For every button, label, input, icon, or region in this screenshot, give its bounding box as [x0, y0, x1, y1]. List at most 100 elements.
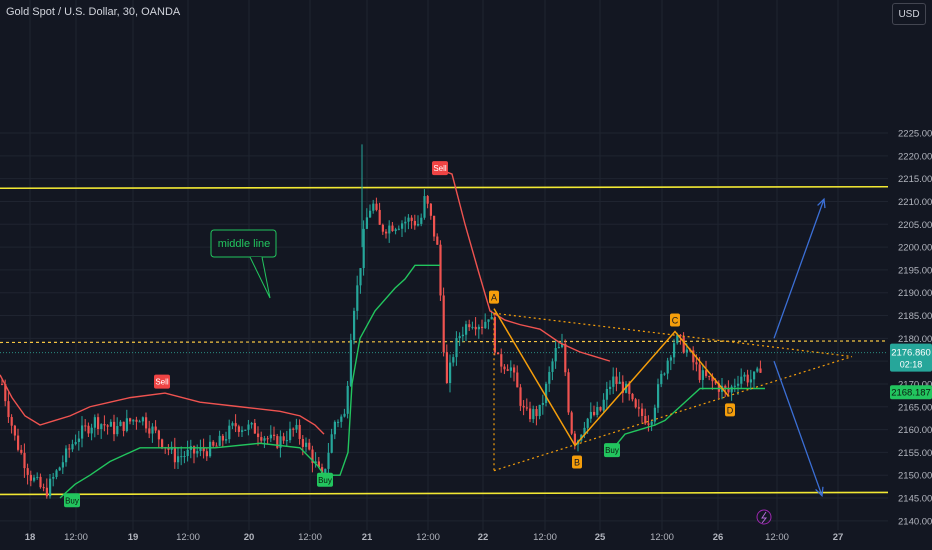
candle-body	[202, 447, 205, 452]
support-price-badge	[890, 385, 932, 400]
currency-button[interactable]: USD	[892, 3, 926, 25]
buy-trail-line	[59, 264, 440, 499]
candle-body	[458, 336, 461, 339]
candle-body	[413, 220, 416, 226]
x-tick-label: 20	[244, 532, 255, 543]
candle-body	[567, 372, 570, 413]
candle-body	[522, 405, 525, 408]
candle-body	[250, 422, 253, 425]
candle-body	[4, 384, 7, 402]
candle-body	[29, 474, 32, 481]
lightning-icon-bolt	[761, 511, 768, 524]
y-tick-label: 2220.000	[898, 151, 932, 162]
candle-body	[324, 468, 327, 475]
candle-body	[157, 430, 160, 440]
x-tick-label: 26	[713, 532, 724, 543]
candle-body	[148, 428, 151, 434]
candle-body	[593, 411, 596, 415]
candle-body	[292, 428, 295, 430]
candle-body	[410, 217, 413, 221]
time-axis[interactable]: 18 12:00 19 12:00 20 12:00 21 12:00 22 12:00 25 12:…	[25, 532, 844, 543]
candle-body	[378, 209, 381, 225]
candle-body	[573, 433, 576, 445]
buy-signal-badge	[64, 493, 80, 508]
candle-body	[394, 229, 397, 232]
y-tick-label: 2210.000	[898, 197, 932, 208]
candle-body	[349, 339, 352, 386]
sell-signal-badge	[432, 161, 448, 176]
y-tick-label: 2215.000	[898, 174, 932, 185]
candle-body	[100, 424, 103, 430]
x-tick-label: 27	[833, 532, 844, 543]
current-price-badge	[890, 343, 932, 372]
candle-body	[727, 388, 730, 393]
candle-body	[471, 326, 474, 328]
candle-body	[676, 334, 679, 344]
x-tick-label: 25	[595, 532, 606, 543]
candle-body	[682, 336, 685, 353]
pattern-point-a-label: A	[491, 293, 497, 303]
candle-body	[701, 370, 704, 380]
pattern-point-c-label: C	[672, 315, 679, 325]
candle-body	[557, 347, 560, 349]
candle-body	[212, 441, 215, 446]
candle-body	[692, 350, 695, 363]
candle-body	[301, 438, 304, 447]
candle-body	[724, 385, 727, 389]
candle-body	[305, 442, 308, 447]
candle-body	[500, 354, 503, 367]
candle-body	[535, 409, 538, 417]
candle-body	[257, 433, 260, 438]
candle-body	[461, 334, 464, 337]
candle-body	[714, 381, 717, 384]
candle-body	[125, 418, 128, 431]
candle-body	[618, 381, 621, 384]
candle-body	[631, 393, 634, 400]
candle-body	[538, 404, 541, 417]
candle-body	[71, 444, 74, 450]
candle-body	[282, 436, 285, 441]
candle-body	[519, 387, 522, 406]
candle-body	[234, 423, 237, 427]
candle-body	[209, 441, 212, 457]
y-tick-label: 2140.000	[898, 516, 932, 527]
sell-signal-label: Sell	[155, 378, 169, 387]
down-projection-arrow	[773, 360, 823, 496]
candle-body	[621, 381, 624, 393]
y-tick-label: 2165.000	[898, 402, 932, 413]
pattern-point-d-label: D	[727, 405, 734, 415]
candle-body	[445, 352, 448, 384]
candle-body	[26, 468, 29, 475]
buy-signal-label: Buy	[318, 476, 332, 485]
candle-body	[708, 375, 711, 377]
candle-body	[743, 374, 746, 377]
candle-body	[404, 221, 407, 224]
candle-body	[541, 402, 544, 405]
y-tick-label: 2150.000	[898, 471, 932, 482]
candle-body	[13, 425, 16, 436]
callout-pointer	[249, 256, 271, 299]
abcd-pattern: A B C D	[489, 290, 853, 472]
candle-body	[289, 428, 292, 441]
candle-body	[353, 310, 356, 340]
price-axis[interactable]: 2140.000 2145.000 2150.000 2155.000 2160.000…	[898, 129, 932, 528]
candle-body	[490, 317, 493, 320]
candle-body	[513, 367, 516, 373]
candle-body	[679, 334, 682, 337]
candle-body	[426, 196, 429, 204]
candle-body	[609, 386, 612, 389]
candle-body	[663, 373, 666, 375]
candle-body	[717, 383, 720, 392]
candle-body	[7, 401, 10, 418]
candle-body	[417, 223, 420, 226]
candle-body	[439, 244, 442, 296]
candle-body	[449, 362, 452, 384]
candle-body	[359, 268, 362, 286]
candle-body	[180, 456, 183, 458]
candle-body	[129, 418, 132, 422]
candle-body	[228, 425, 231, 440]
candle-body	[311, 449, 314, 464]
candle-body	[653, 407, 656, 422]
candle-body	[36, 476, 39, 478]
